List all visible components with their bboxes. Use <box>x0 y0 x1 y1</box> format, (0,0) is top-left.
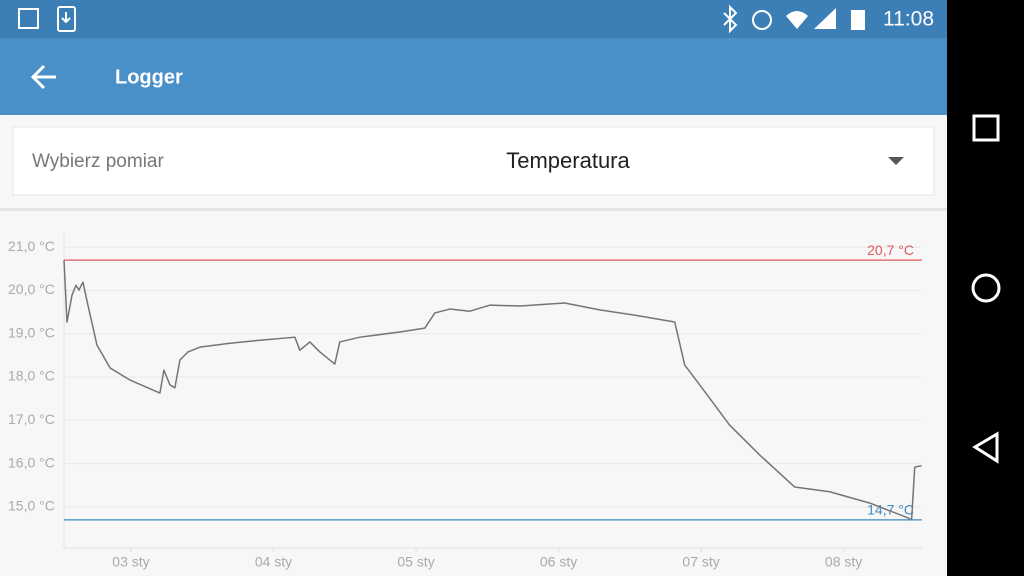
back-nav-button[interactable] <box>972 431 999 464</box>
y-tick-label: 19,0 °C <box>8 324 55 340</box>
selector-card[interactable] <box>12 126 935 196</box>
x-tick-label: 03 sty <box>112 554 149 570</box>
y-tick-label: 20,0 °C <box>8 281 55 297</box>
battery-icon <box>851 10 865 30</box>
dropdown-arrow[interactable] <box>888 157 904 165</box>
divider <box>0 208 947 211</box>
nav-bar <box>947 0 1024 576</box>
x-tick-label: 08 sty <box>825 554 862 570</box>
x-tick-label: 04 sty <box>255 554 292 570</box>
reference-label: 14,7 °C <box>867 502 914 518</box>
app-title: Logger <box>115 66 183 88</box>
chart: 15,0 °C 16,0 °C 17,0 °C 18,0 °C 19,0 °C 20,0 … <box>8 232 922 570</box>
x-tick-label: 05 sty <box>397 554 434 570</box>
y-tick-label: 17,0 °C <box>8 411 55 427</box>
temperature-line <box>63 260 922 521</box>
alarm-icon <box>752 10 772 30</box>
x-tick-label: 06 sty <box>540 554 577 570</box>
back-button[interactable] <box>30 64 56 90</box>
wifi-icon <box>786 11 808 29</box>
recents-button[interactable] <box>972 114 1000 142</box>
reference-label: 20,7 °C <box>867 242 914 258</box>
download-arrow <box>61 12 71 24</box>
y-tick-label: 18,0 °C <box>8 368 55 384</box>
bluetooth-icon <box>723 4 738 34</box>
x-tick-label: 07 sty <box>682 554 719 570</box>
y-tick-label: 21,0 °C <box>8 238 55 254</box>
clock: 11:08 <box>883 8 934 31</box>
y-tick-label: 16,0 °C <box>8 454 55 470</box>
download-icon <box>57 6 76 32</box>
selector-label: Wybierz pomiar <box>32 151 164 172</box>
home-button[interactable] <box>971 273 1001 303</box>
y-tick-label: 15,0 °C <box>8 498 55 514</box>
app-bar <box>0 38 947 115</box>
signal-icon <box>814 8 836 29</box>
selector-value[interactable]: Temperatura <box>506 148 630 173</box>
gallery-icon <box>18 8 39 29</box>
